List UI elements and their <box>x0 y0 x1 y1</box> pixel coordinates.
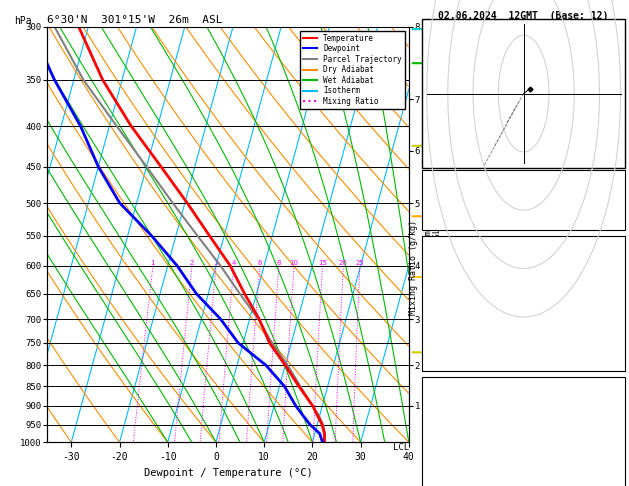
Text: 20: 20 <box>339 260 348 266</box>
Text: 10: 10 <box>289 260 299 266</box>
Text: K: K <box>426 172 432 181</box>
Text: Mixing Ratio (g/kg): Mixing Ratio (g/kg) <box>409 220 418 315</box>
Text: 4: 4 <box>231 260 236 266</box>
Text: 345: 345 <box>604 417 621 426</box>
Text: 45: 45 <box>610 454 621 464</box>
Text: Most Unstable: Most Unstable <box>489 379 559 388</box>
Text: 34: 34 <box>610 172 621 181</box>
X-axis label: Dewpoint / Temperature (°C): Dewpoint / Temperature (°C) <box>143 468 313 478</box>
Y-axis label: km
ASL: km ASL <box>423 226 442 243</box>
Bar <box>423 170 625 230</box>
Text: θₑ (K): θₑ (K) <box>426 417 459 426</box>
Text: 975: 975 <box>604 398 621 407</box>
Text: Lifted Index: Lifted Index <box>426 313 491 322</box>
Text: 25: 25 <box>355 260 364 266</box>
Text: 2: 2 <box>190 260 194 266</box>
Text: 49: 49 <box>610 473 621 483</box>
Text: Surface: Surface <box>505 237 542 246</box>
Text: kt: kt <box>429 24 440 34</box>
Text: Pressure (mb): Pressure (mb) <box>426 398 496 407</box>
Text: 8: 8 <box>277 260 281 266</box>
Text: 02.06.2024  12GMT  (Base: 12): 02.06.2024 12GMT (Base: 12) <box>438 11 609 21</box>
Text: 5.62: 5.62 <box>599 209 621 219</box>
Text: 40: 40 <box>610 191 621 200</box>
Text: 22.1: 22.1 <box>599 275 621 284</box>
Text: 22.5: 22.5 <box>599 256 621 265</box>
Text: 342: 342 <box>604 294 621 303</box>
Bar <box>423 19 625 168</box>
Text: 0: 0 <box>615 332 621 341</box>
Text: Temp (°C): Temp (°C) <box>426 256 475 265</box>
Text: 3: 3 <box>214 260 218 266</box>
Text: CIN (J): CIN (J) <box>426 473 464 483</box>
Legend: Temperature, Dewpoint, Parcel Trajectory, Dry Adiabat, Wet Adiabat, Isotherm, Mi: Temperature, Dewpoint, Parcel Trajectory… <box>301 31 405 109</box>
Text: 2: 2 <box>615 313 621 322</box>
Text: 1: 1 <box>615 435 621 445</box>
Text: 6°30'N  301°15'W  26m  ASL: 6°30'N 301°15'W 26m ASL <box>47 15 223 25</box>
Text: LCL: LCL <box>392 443 409 451</box>
Text: CIN (J): CIN (J) <box>426 351 464 360</box>
Text: 0: 0 <box>615 351 621 360</box>
Text: Totals Totals: Totals Totals <box>426 191 496 200</box>
Bar <box>423 236 625 371</box>
Text: PW (cm): PW (cm) <box>426 209 464 219</box>
Text: 1: 1 <box>151 260 155 266</box>
Text: © weatheronline.co.uk: © weatheronline.co.uk <box>475 473 572 482</box>
Bar <box>423 377 625 486</box>
Text: Dewp (°C): Dewp (°C) <box>426 275 475 284</box>
Text: CAPE (J): CAPE (J) <box>426 332 470 341</box>
Text: hPa: hPa <box>14 16 32 26</box>
Text: Lifted Index: Lifted Index <box>426 435 491 445</box>
Text: θₑ(K): θₑ(K) <box>426 294 454 303</box>
Text: 6: 6 <box>258 260 262 266</box>
Text: CAPE (J): CAPE (J) <box>426 454 470 464</box>
Text: 15: 15 <box>318 260 327 266</box>
